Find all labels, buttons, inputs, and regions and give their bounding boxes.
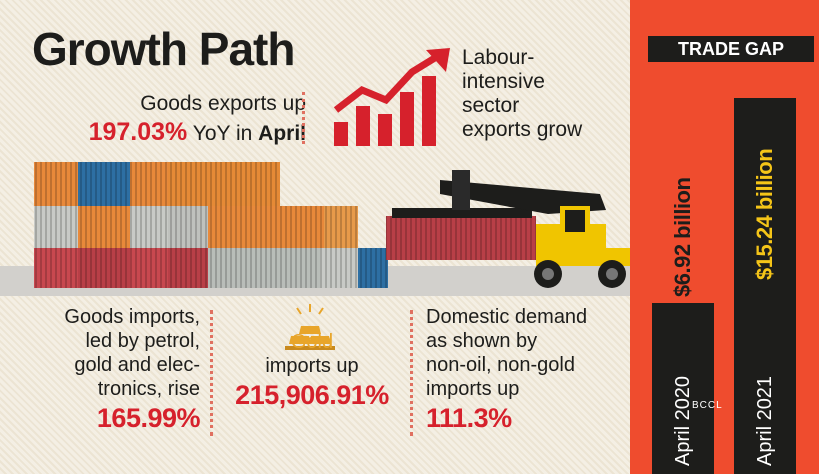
domestic-demand-block: Domestic demand as shown by non-oil, non… — [426, 305, 626, 435]
trade-gap-value-label: $15.24 billion — [752, 148, 777, 280]
trade-gap-value-label: $6.92 billion — [670, 177, 695, 297]
domestic-line-1: Domestic demand — [426, 306, 588, 328]
labour-line-2: intensive — [462, 70, 545, 93]
watermark: BCCL — [692, 400, 723, 411]
trade-gap-category-label: April 2021 — [754, 375, 776, 466]
goods-imports-line-4: tronics, rise — [97, 378, 200, 400]
shipping-containers-illustration — [34, 162, 630, 288]
goods-exports-suffix: YoY in — [192, 122, 253, 145]
trade-gap-bar — [652, 303, 714, 474]
domestic-value: 111.3% — [426, 403, 512, 433]
gold-imports-value: 215,906.91% — [235, 380, 389, 410]
gold-imports-line-2: imports up — [265, 355, 359, 377]
goods-exports-block: Goods exports up 197.03% YoY in April — [36, 90, 306, 148]
separator — [210, 310, 213, 436]
page-title: Growth Path — [32, 23, 295, 75]
labour-line-1: Labour- — [462, 46, 535, 69]
goods-imports-block: Goods imports, led by petrol, gold and e… — [20, 305, 200, 435]
trade-gap-bar — [734, 98, 796, 474]
labour-block: Labour- intensive sector exports grow — [462, 46, 582, 142]
gold-bars-icon — [285, 304, 335, 350]
trade-gap-category-label: April 2020 — [672, 375, 694, 466]
separator — [302, 92, 305, 144]
separator — [410, 310, 413, 436]
goods-exports-month: April — [258, 122, 306, 145]
domestic-line-2: as shown by — [426, 330, 538, 352]
goods-imports-line-2: led by petrol, — [85, 330, 200, 352]
goods-imports-line-3: gold and elec- — [74, 354, 200, 376]
trend-chart-icon — [333, 48, 450, 146]
domestic-line-3: non-oil, non-gold — [426, 354, 575, 376]
gold-imports-block: Gold imports up 215,906.91% — [222, 330, 402, 412]
goods-exports-line: Goods exports up — [140, 92, 306, 115]
goods-exports-value: 197.03% — [88, 118, 188, 146]
domestic-line-4: imports up — [426, 378, 520, 400]
goods-imports-line-1: Goods imports, — [64, 306, 200, 328]
gold-imports-line-1: Gold — [290, 331, 334, 353]
chart-title: TRADE GAP — [648, 36, 814, 62]
labour-line-3: sector — [462, 94, 520, 117]
labour-line-4: exports grow — [462, 118, 583, 141]
goods-imports-value: 165.99% — [96, 403, 201, 433]
